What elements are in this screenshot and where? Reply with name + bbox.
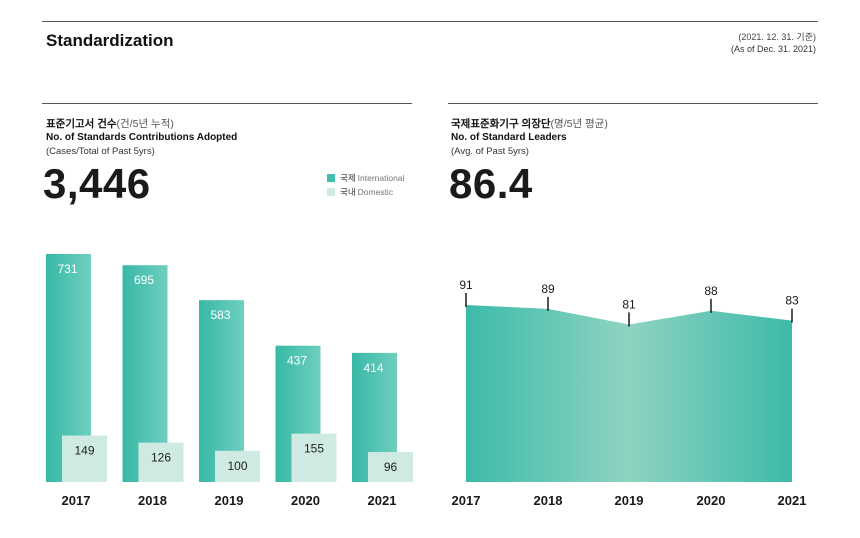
bar-domestic-2020 (291, 433, 337, 482)
date-note-ko: (2021. 12. 31. 기준) (738, 32, 816, 42)
legend-domestic-ko: 국내 (340, 187, 356, 197)
label-international-2021: 414 (363, 361, 383, 375)
label-domestic-2019: 100 (227, 459, 247, 473)
legend-swatch-domestic (327, 188, 335, 196)
area-axis-year-2019: 2019 (615, 493, 644, 508)
label-domestic-2018: 126 (151, 451, 171, 465)
legend-international-ko: 국제 (340, 173, 356, 183)
bar-axis-year-2021: 2021 (368, 493, 397, 508)
right-title-ko-text: 국제표준화기구 의장단 (451, 118, 551, 130)
left-unit-ko: (건/5년 누적) (116, 118, 174, 130)
area-value-2018: 89 (541, 282, 555, 296)
bar-axis-year-2020: 2020 (291, 493, 320, 508)
label-international-2017: 731 (57, 262, 77, 276)
left-panel-subtitle-en: (Cases/Total of Past 5yrs) (46, 146, 155, 157)
bar-domestic-2017 (62, 435, 107, 482)
bar-axis-year-2019: 2019 (215, 493, 244, 508)
bar-domestic-2019 (215, 450, 260, 482)
area-axis-year-2017: 2017 (452, 493, 481, 508)
area-axis-year-2021: 2021 (778, 493, 807, 508)
right-panel-subtitle-en: (Avg. of Past 5yrs) (451, 146, 529, 157)
legend-domestic: 국내 Domestic (327, 186, 393, 198)
label-domestic-2021: 96 (384, 460, 398, 474)
left-panel-divider (42, 103, 412, 104)
legend-domestic-en: Domestic (357, 187, 394, 197)
right-unit-ko: (명/5년 평균) (550, 118, 608, 130)
label-international-2020: 437 (287, 354, 307, 368)
area-axis-year-2020: 2020 (697, 493, 726, 508)
label-domestic-2017: 149 (74, 444, 94, 458)
area-value-2020: 88 (704, 284, 718, 298)
page-title: Standardization (46, 31, 174, 50)
left-panel-title-en: No. of Standards Contributions Adopted (46, 132, 238, 143)
bar-axis-year-2017: 2017 (62, 493, 91, 508)
top-divider (42, 21, 818, 22)
leaders-average: 86.4 (449, 160, 533, 207)
right-panel-title-ko: 국제표준화기구 의장단(명/5년 평균) (451, 116, 608, 131)
date-note-en: (As of Dec. 31. 2021) (730, 44, 816, 54)
bar-domestic-2021 (368, 452, 413, 482)
contributions-total: 3,446 (43, 160, 151, 207)
legend-international-en: International (357, 173, 405, 183)
legend-swatch-international (327, 174, 335, 182)
label-domestic-2020: 155 (304, 442, 324, 456)
area-value-2019: 81 (622, 297, 636, 311)
right-panel-divider (448, 103, 818, 104)
area-leaders (466, 305, 792, 482)
bar-chart: 731 149 2017 695 126 2018 583 100 2019 437 155 2020… (46, 254, 413, 508)
left-title-ko-text: 표준기고서 건수 (46, 118, 117, 130)
label-international-2019: 583 (210, 308, 230, 322)
bar-axis-year-2018: 2018 (138, 493, 167, 508)
bar-domestic-2018 (138, 442, 184, 482)
left-panel-title-ko: 표준기고서 건수(건/5년 누적) (46, 116, 174, 131)
legend-international: 국제 International (327, 172, 404, 184)
area-axis-year-2018: 2018 (534, 493, 563, 508)
area-value-2021: 83 (785, 294, 799, 308)
right-panel-title-en: No. of Standard Leaders (451, 132, 567, 143)
area-chart: 91 2017 89 2018 81 2019 88 2020 83 2021 (452, 278, 807, 508)
area-value-2017: 91 (459, 278, 473, 292)
label-international-2018: 695 (134, 273, 154, 287)
